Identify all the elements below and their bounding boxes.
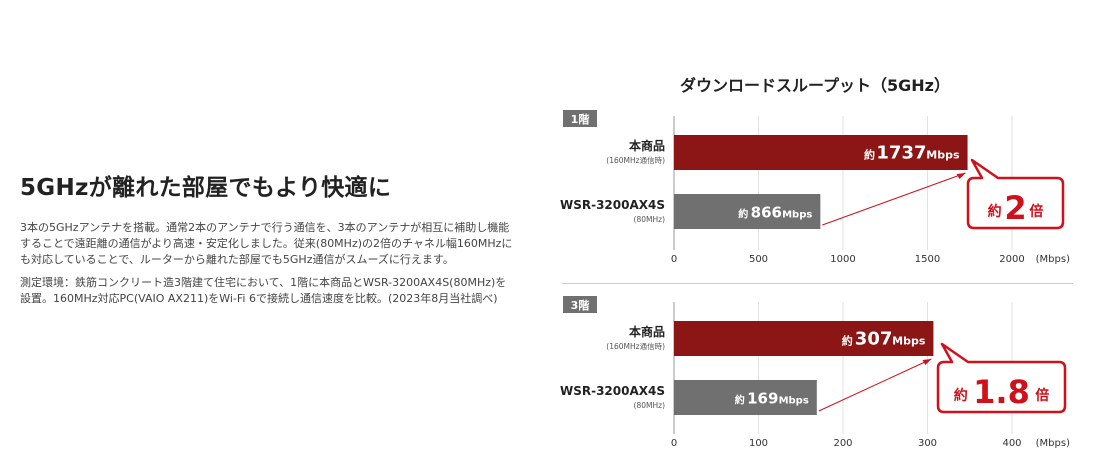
callout-ratio: 2 (1004, 189, 1026, 227)
chart-title: ダウンロードスループット（5GHz） (679, 76, 950, 95)
feature-heading: 5GHzが離れた部屋でもより快適に (20, 175, 392, 201)
floor-label: 1階 (571, 112, 590, 126)
value-prefix: 約 (735, 394, 745, 407)
value-prefix: 約 (864, 148, 875, 162)
callout-prefix: 約 (988, 203, 1002, 220)
callout-suffix: 倍 (1029, 203, 1043, 220)
comparison-arrow-head (956, 173, 966, 179)
x-tick-label: 400 (1002, 438, 1021, 449)
callout-ratio: 1.8 (973, 373, 1030, 411)
x-tick-label: 200 (833, 438, 852, 449)
x-tick-label: 2000 (999, 254, 1024, 265)
comparison-arrow-line (822, 172, 966, 226)
value-number: 866 (751, 204, 782, 222)
value-unit: Mbps (926, 149, 960, 162)
x-tick-label: 100 (749, 438, 768, 449)
callout-bubble (966, 158, 1065, 230)
x-tick-label: 1000 (830, 254, 855, 265)
bar-wsr-3200ax4s (674, 380, 817, 415)
category-label: WSR-3200AX4S (560, 198, 665, 212)
x-tick-label: 1500 (915, 254, 940, 265)
callout-suffix: 倍 (1035, 387, 1049, 404)
value-unit: Mbps (892, 335, 926, 348)
category-sublabel: (80MHz) (634, 215, 666, 224)
bar-this-product (674, 321, 934, 356)
value-unit: Mbps (779, 396, 809, 407)
chart-divider (562, 283, 1073, 284)
category-label: 本商品 (629, 324, 665, 339)
x-tick-label: 0 (671, 254, 677, 265)
value-number: 169 (747, 390, 778, 408)
value-number: 307 (855, 329, 893, 350)
x-tick-label: 300 (918, 438, 937, 449)
value-unit: Mbps (782, 210, 812, 221)
category-label: 本商品 (629, 138, 665, 153)
bar-wsr-3200ax4s (674, 194, 821, 229)
x-tick-label: 500 (749, 254, 768, 265)
bar-this-product (674, 135, 968, 170)
floor-label: 3階 (571, 298, 590, 312)
measurement-note: 測定環境：鉄筋コンクリート造3階建て住宅において、1階に本商品とWSR-3200… (20, 276, 507, 305)
floor-badge (563, 110, 597, 127)
callout-bubble (936, 342, 1067, 414)
x-axis-unit: (Mbps) (1036, 254, 1070, 265)
category-label: WSR-3200AX4S (560, 384, 665, 398)
comparison-arrow-line (818, 358, 932, 412)
floor-badge (563, 296, 597, 313)
feature-description: 3本の5GHzアンテナを搭載。通常2本のアンテナで行う通信を、3本のアンテナが相… (20, 221, 513, 266)
x-axis-unit: (Mbps) (1036, 438, 1070, 449)
category-sublabel: (80MHz) (634, 401, 666, 410)
value-prefix: 約 (842, 334, 853, 348)
value-number: 1737 (876, 143, 926, 164)
x-tick-label: 0 (671, 438, 677, 449)
value-prefix: 約 (738, 208, 748, 221)
comparison-arrow-head (922, 359, 932, 365)
category-sublabel: (160MHz通信時) (606, 341, 665, 351)
category-sublabel: (160MHz通信時) (606, 155, 665, 165)
feature-text-block: 5GHzが離れた部屋でもより快適に 3本の5GHzアンテナを搭載。通常2本のアン… (20, 168, 515, 314)
callout-prefix: 約 (954, 387, 968, 404)
